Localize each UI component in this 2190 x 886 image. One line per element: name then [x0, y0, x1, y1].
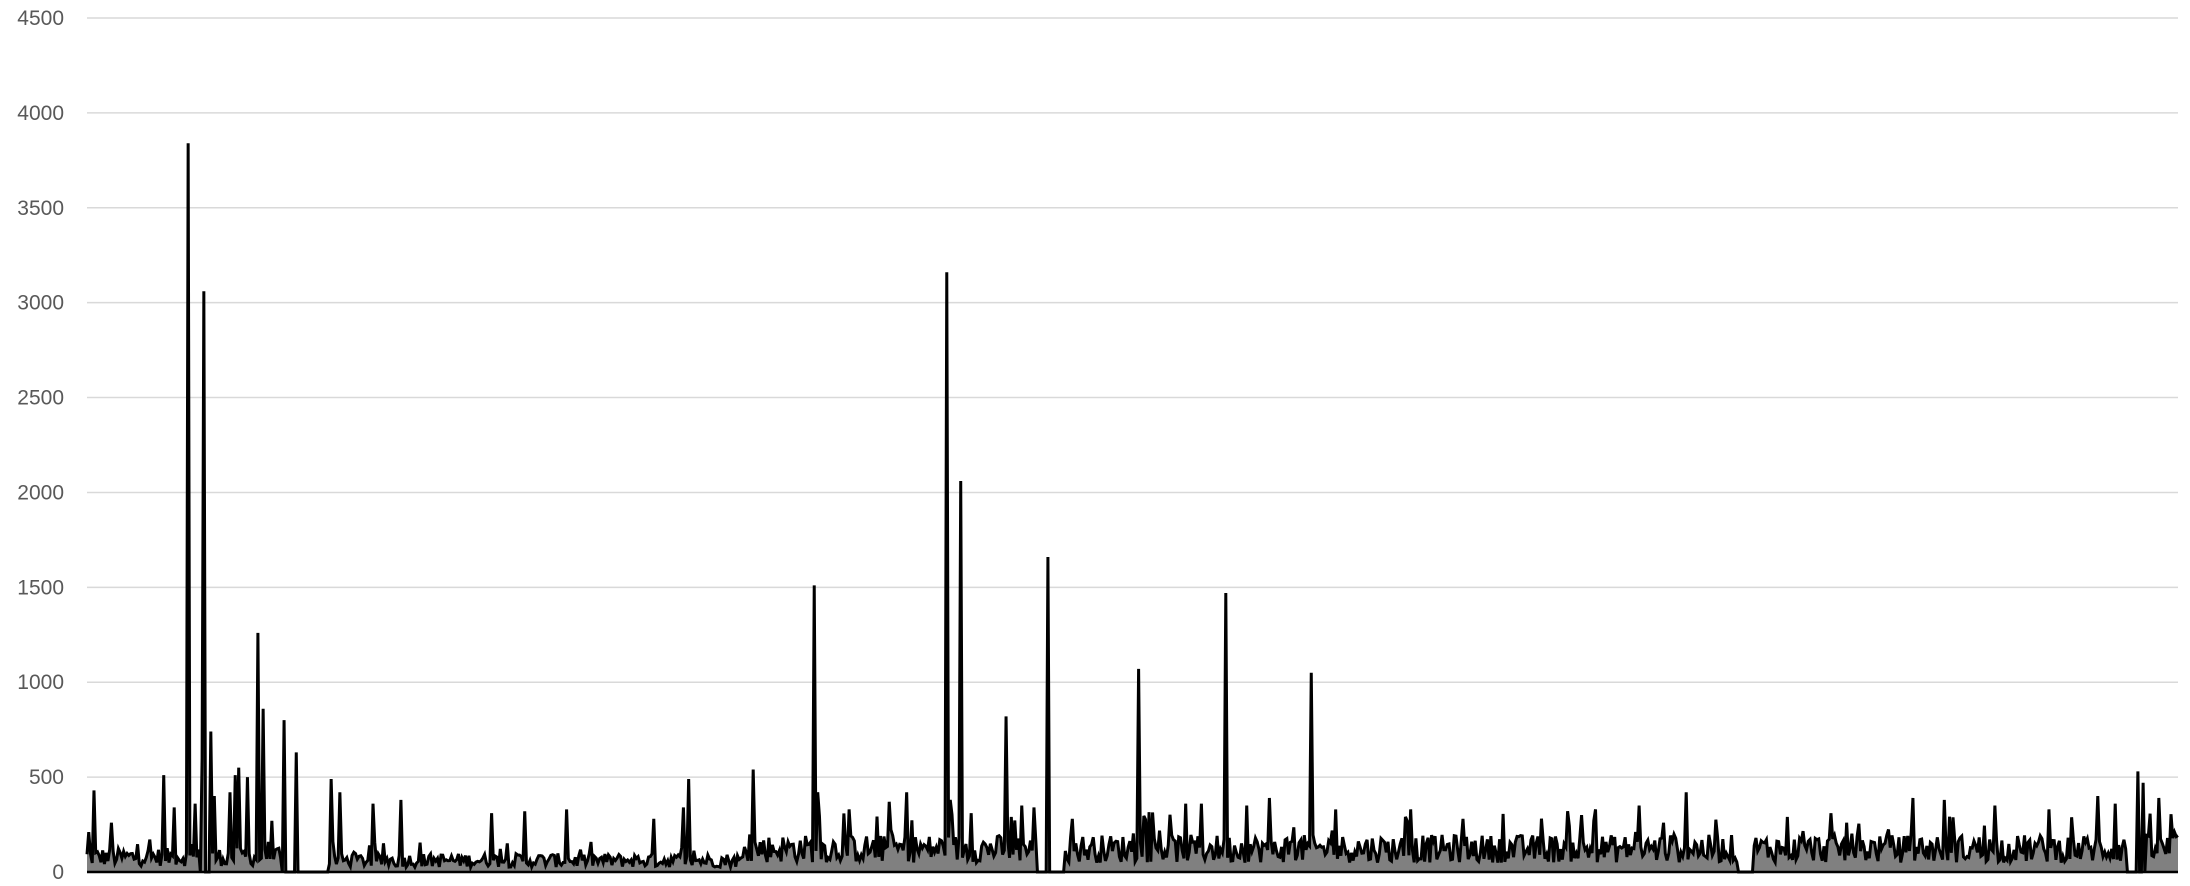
y-tick-label: 0 — [52, 861, 64, 884]
y-axis-tick-labels: 0 500 1000 1500 2000 2500 3000 3500 4000 4500 — [17, 7, 64, 884]
y-tick-label: 4000 — [17, 102, 64, 125]
series-line — [85, 143, 2179, 874]
series-area-fill — [87, 143, 2178, 872]
gridlines — [87, 17, 2178, 778]
y-tick-label: 1500 — [17, 576, 64, 599]
y-tick-label: 2000 — [17, 481, 64, 504]
y-tick-label: 2500 — [17, 387, 64, 410]
y-tick-label: 500 — [29, 766, 64, 789]
y-tick-label: 4500 — [17, 7, 64, 30]
y-tick-label: 1000 — [17, 671, 64, 694]
y-tick-label: 3000 — [17, 292, 64, 315]
y-tick-label: 3500 — [17, 197, 64, 220]
